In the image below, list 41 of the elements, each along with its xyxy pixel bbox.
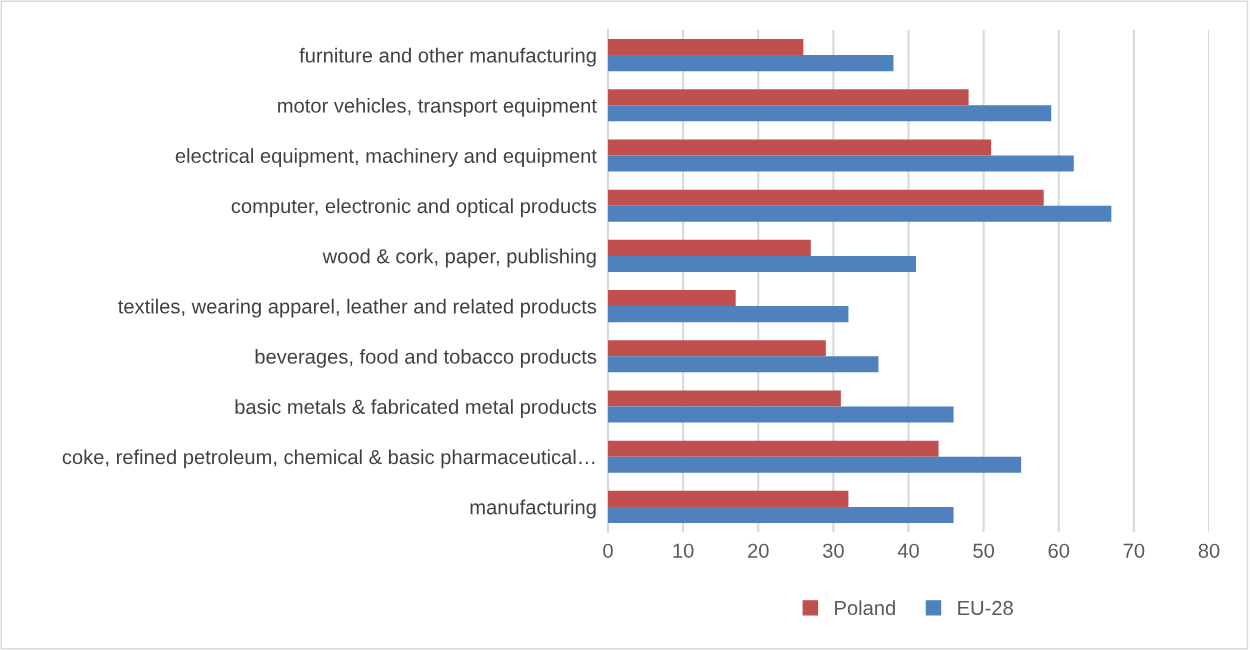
bar: [608, 340, 826, 357]
bar: [608, 406, 954, 423]
y-tick-label: computer, electronic and optical products: [231, 198, 597, 218]
legend-label: Poland: [835, 600, 895, 616]
y-tick-label: motor vehicles, transport equipment: [278, 98, 597, 117]
bar: [608, 390, 841, 407]
x-tick-label: 70: [1123, 543, 1145, 558]
x-tick-label: 40: [897, 543, 919, 558]
y-tick-label: furniture and other manufacturing: [299, 47, 596, 67]
bar: [608, 39, 804, 56]
x-tick-label: 10: [673, 543, 694, 558]
bar: [608, 306, 849, 323]
bar: [608, 456, 1022, 473]
x-tick-label: 20: [748, 543, 769, 558]
bar: [608, 490, 849, 507]
bar: [608, 105, 1052, 122]
legend-label: EU-28: [958, 600, 1013, 616]
bar: [608, 506, 954, 523]
bar: [608, 255, 917, 272]
x-tick-label: 80: [1198, 543, 1220, 558]
y-tick-label: basic metals & fabricated metal products: [235, 399, 597, 418]
y-tick-label: electrical equipment, machinery and equipment: [175, 148, 597, 167]
x-tick-label: 50: [973, 543, 995, 558]
x-tick-label: 30: [822, 543, 844, 558]
bar: [608, 139, 992, 156]
bar: [608, 239, 811, 256]
bar: [608, 55, 894, 72]
bar: [608, 356, 879, 373]
y-tick-label: wood & cork, paper, publishing: [322, 248, 596, 268]
bar: [608, 189, 1044, 206]
bar: [608, 89, 969, 106]
x-tick-label: 0: [603, 543, 613, 558]
bar: [608, 155, 1074, 172]
y-tick-label: coke, refined petroleum, chemical & basic pharmaceutical…: [62, 449, 595, 469]
y-tick-label: beverages, food and tobacco products: [255, 349, 597, 368]
bar: [608, 205, 1112, 222]
bar: [608, 440, 939, 457]
y-tick-label: manufacturing: [470, 499, 596, 519]
y-tick-label: textiles, wearing apparel, leather and related products: [118, 298, 597, 318]
x-tick-label: 60: [1048, 543, 1070, 558]
bar: [608, 290, 736, 307]
